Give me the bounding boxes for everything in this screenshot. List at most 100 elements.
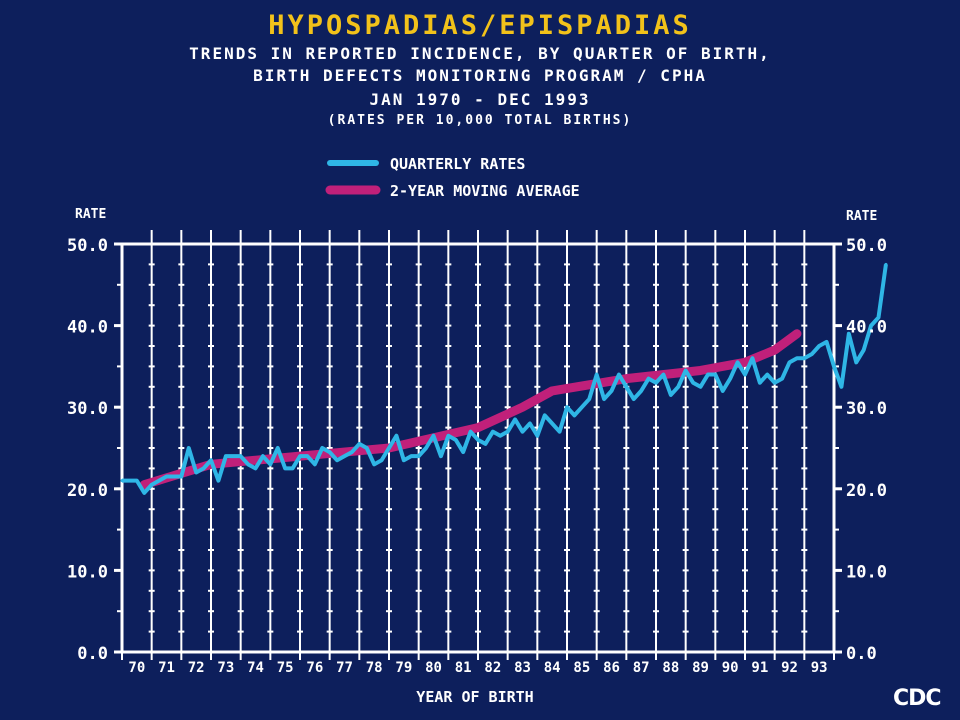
x-tick-label: 82 [484, 660, 501, 676]
y-tick-label-right: 50.0 [846, 236, 887, 256]
quarterly-point [187, 446, 191, 450]
quarterly-point [387, 446, 391, 450]
quarterly-point [580, 405, 584, 409]
y-tick-label-left: 0.0 [77, 644, 108, 664]
quarterly-point [432, 434, 435, 438]
quarterly-point [120, 479, 124, 483]
quarterly-point [847, 332, 851, 336]
x-tick-label: 74 [247, 660, 264, 676]
axis-labels: 0.0 0.0 10.0 10.0 20.0 20.0 30.0 30.0 40.0 40.0 50… [67, 207, 887, 706]
quarterly-point [780, 377, 784, 381]
y-tick-label-right: 30.0 [846, 399, 887, 419]
quarterly-point [357, 442, 361, 446]
quarterly-point [758, 381, 762, 385]
quarterly-point [624, 385, 628, 389]
quarterly-point [305, 454, 309, 458]
quarterly-point [558, 430, 562, 434]
quarterly-point [802, 356, 806, 360]
quarterly-point [810, 352, 814, 356]
y-tick-label-right: 20.0 [846, 481, 887, 501]
quarterly-point [587, 397, 591, 401]
x-tick-label: 75 [277, 660, 294, 676]
quarterly-point [335, 458, 339, 462]
x-tick-label: 85 [573, 660, 590, 676]
x-tick-label: 88 [662, 660, 679, 676]
quarterly-point [706, 373, 710, 377]
x-tick-label: 81 [455, 660, 472, 676]
quarterly-point [521, 430, 524, 434]
quarterly-point [773, 381, 777, 385]
quarterly-point [513, 417, 517, 421]
x-tick-label: 71 [158, 660, 175, 676]
quarterly-point [602, 397, 606, 401]
quarterly-point [365, 446, 369, 450]
x-tick-label: 87 [633, 660, 650, 676]
x-tick-label: 83 [514, 660, 531, 676]
quarterly-point [239, 454, 243, 458]
quarterly-point [491, 430, 495, 434]
quarterly-point [179, 475, 183, 479]
quarterly-point [298, 454, 302, 458]
x-tick-label: 90 [722, 660, 739, 676]
quarterly-point [209, 458, 213, 462]
quarterly-point [165, 475, 168, 479]
quarterly-point [350, 450, 354, 454]
quarterly-point [647, 377, 651, 381]
quarterly-point [216, 479, 220, 483]
grid-lines [148, 230, 808, 652]
x-tick-label: 76 [306, 660, 323, 676]
x-tick-label: 73 [217, 660, 234, 676]
y-axis-label-left: RATE [75, 207, 106, 222]
quarterly-point [884, 262, 888, 266]
quarterly-point [750, 356, 754, 360]
x-tick-label: 70 [128, 660, 145, 676]
x-tick-label: 80 [425, 660, 442, 676]
quarterly-point [669, 393, 673, 397]
quarterly-point [394, 434, 398, 438]
quarterly-point [543, 413, 547, 417]
quarterly-point [446, 434, 450, 438]
quarterly-point [676, 385, 680, 389]
quarterly-point [439, 454, 443, 458]
quarterly-point [617, 373, 621, 377]
quarterly-point [276, 446, 280, 450]
quarterly-point [572, 413, 576, 417]
quarterly-point [283, 466, 287, 470]
y-tick-label-right: 0.0 [846, 644, 877, 664]
quarterly-point [202, 466, 206, 470]
legend-label-quarterly: QUARTERLY RATES [390, 155, 525, 173]
quarterly-point [862, 348, 866, 352]
quarterly-point [654, 381, 658, 385]
quarterly-point [832, 364, 836, 368]
quarterly-point [246, 462, 250, 466]
y-tick-label-right: 10.0 [846, 562, 887, 582]
quarterly-point [788, 360, 791, 364]
quarterly-point [817, 344, 821, 348]
quarterly-point [194, 470, 198, 474]
quarterly-point [565, 405, 569, 409]
quarterly-point [380, 458, 384, 462]
quarterly-point [320, 446, 324, 450]
quarterly-point [743, 373, 747, 377]
x-tick-label: 84 [544, 660, 561, 676]
y-axis-label-right: RATE [846, 209, 877, 224]
y-tick-label-left: 40.0 [67, 318, 108, 338]
quarterly-point [402, 458, 406, 462]
subtitle-line-1: TRENDS IN REPORTED INCIDENCE, BY QUARTER… [189, 44, 771, 63]
y-tick-label-left: 30.0 [67, 399, 108, 419]
quarterly-point [550, 422, 554, 426]
quarterly-point [424, 446, 428, 450]
quarterly-point [728, 377, 732, 381]
subtitle-line-2: BIRTH DEFECTS MONITORING PROGRAM / CPHA [253, 66, 707, 85]
quarterly-point [691, 381, 695, 385]
y-tick-label-left: 20.0 [67, 481, 108, 501]
quarterly-point [469, 430, 473, 434]
quarterly-point [528, 422, 532, 426]
quarterly-point [699, 385, 702, 389]
axes [114, 242, 842, 660]
quarterly-point [869, 324, 873, 328]
quarterly-point [535, 434, 539, 438]
quarterly-point [261, 454, 265, 458]
quarterly-point [610, 389, 613, 393]
quarterly-point [661, 373, 665, 377]
